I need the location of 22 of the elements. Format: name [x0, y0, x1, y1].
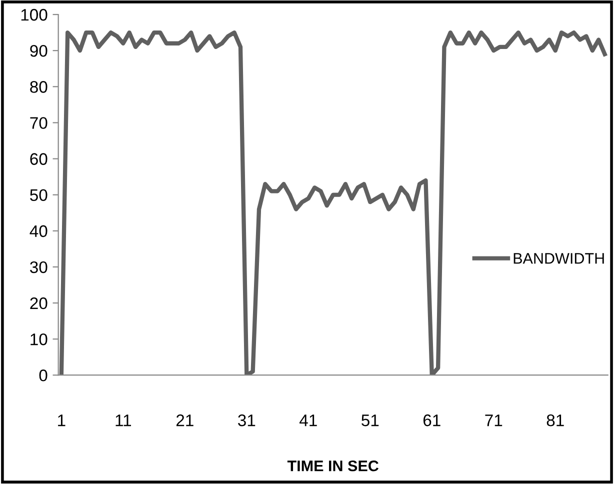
y-tick-label: 50	[30, 189, 48, 202]
x-tick-label: 81	[546, 414, 564, 426]
y-tick-label: 10	[30, 333, 48, 346]
y-tick-label: 0	[39, 370, 48, 382]
legend-label: BANDWIDTH	[514, 253, 604, 264]
y-tick-label: 30	[30, 261, 48, 274]
x-tick-label: 71	[485, 414, 502, 426]
y-tick-label: 70	[30, 117, 48, 129]
y-tick-label: 40	[30, 225, 48, 238]
x-tick-label: 1	[58, 414, 66, 426]
y-tick-label: 100	[21, 8, 48, 21]
y-tick-label: 20	[30, 297, 48, 310]
x-tick-label: 31	[238, 414, 256, 426]
x-tick-label: 41	[300, 414, 317, 426]
x-tick-label: 51	[362, 414, 379, 426]
x-tick-label: 11	[116, 414, 132, 426]
x-tick-label: 61	[423, 414, 440, 426]
x-tick-label: 21	[176, 414, 194, 426]
y-tick-label: 60	[30, 153, 48, 165]
y-tick-label: 90	[30, 44, 48, 57]
y-tick-label: 80	[30, 81, 48, 93]
x-axis-title: TIME IN SEC	[287, 460, 379, 472]
